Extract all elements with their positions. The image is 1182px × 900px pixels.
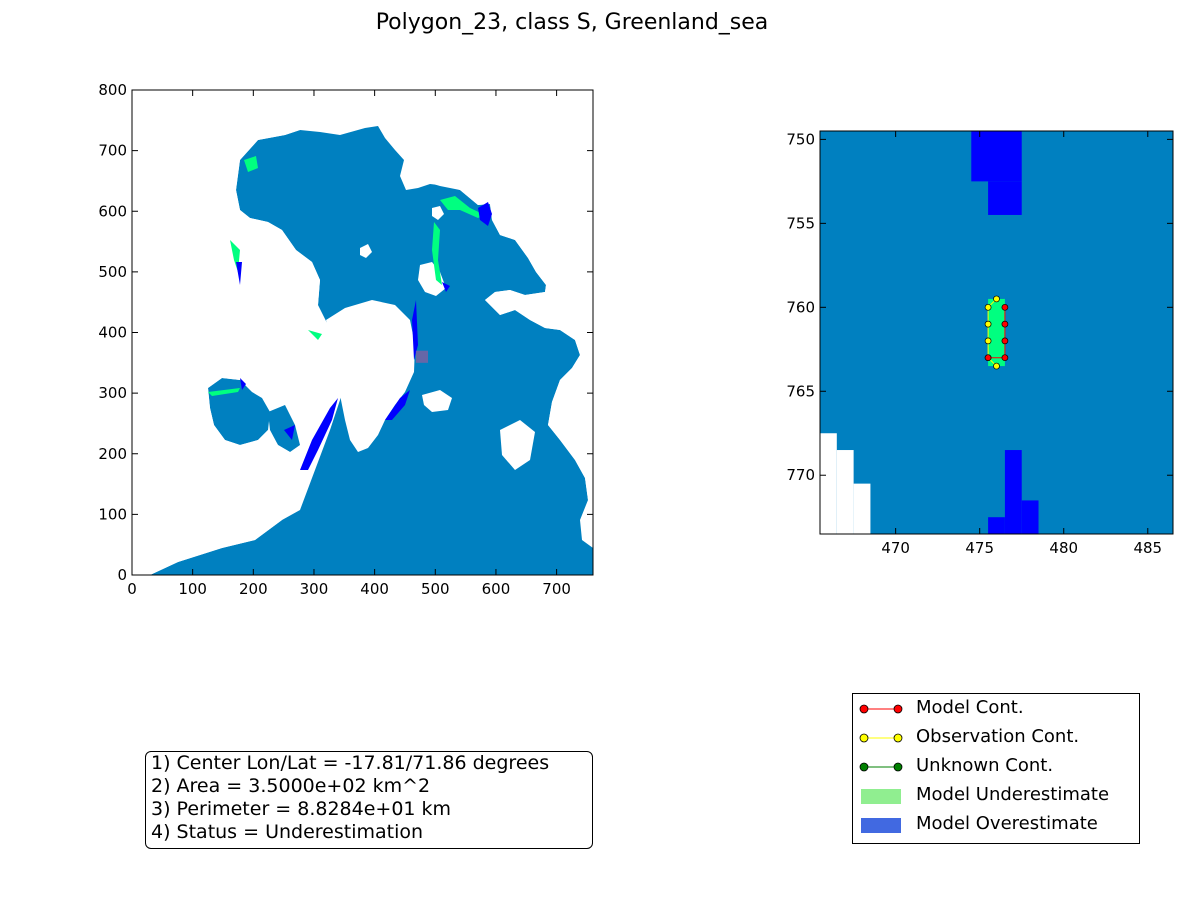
- overview-x-tick-label: 500: [421, 580, 450, 598]
- model-contour-point: [1001, 354, 1009, 362]
- overview-y-tick-label: 800: [98, 81, 127, 99]
- overview-x-tick-label: 200: [239, 580, 268, 598]
- model-contour-point: [1001, 337, 1009, 345]
- legend-item-observation-cont: Observation Cont.: [853, 724, 1139, 752]
- land-svalbard: [418, 262, 446, 296]
- overview-y-tick-label: 300: [98, 384, 127, 402]
- zoom-y-tick-label: 770: [786, 466, 815, 484]
- legend-patch-model-overestimate: [861, 818, 901, 833]
- overview-y-tick-label: 200: [98, 445, 127, 463]
- legend-label-model-overestimate: Model Overestimate: [916, 813, 1098, 834]
- polygon-info-box: 1) Center Lon/Lat = -17.81/71.86 degrees…: [145, 751, 593, 849]
- overview-y-tick-label: 500: [98, 263, 127, 281]
- legend-marker-observation-cont: [859, 733, 903, 743]
- overestimate-cell: [988, 517, 1005, 534]
- zoom-map-axes: 470 475 480 485 750 755 760 765 770: [786, 130, 1174, 557]
- legend-label-unknown-cont: Unknown Cont.: [916, 755, 1054, 776]
- greenland-land: [326, 300, 415, 452]
- overview-y-tick-label: 600: [98, 202, 127, 220]
- highlight-region: [415, 350, 429, 363]
- overview-y-tick-label: 0: [117, 566, 127, 584]
- zoom-x-tick-label: 475: [965, 539, 994, 557]
- legend-label-observation-cont: Observation Cont.: [916, 726, 1080, 747]
- legend-marker-unknown-cont: [859, 762, 903, 772]
- overview-x-tick-label: 300: [300, 580, 329, 598]
- legend-marker-model-cont: [859, 704, 903, 714]
- overview-x-tick-label: 600: [482, 580, 511, 598]
- land-north-america: [132, 90, 320, 575]
- zoom-y-tick-label: 750: [786, 130, 815, 148]
- legend-item-model-cont: Model Cont.: [853, 695, 1139, 723]
- overview-map-image: [132, 90, 593, 575]
- zoom-x-tick-label: 480: [1049, 539, 1078, 557]
- overview-y-tick-label: 400: [98, 324, 127, 342]
- zoom-x-tick-label: 470: [881, 539, 910, 557]
- ocean-channel: [268, 405, 300, 452]
- model-contour-point: [1001, 303, 1009, 311]
- land-cell: [836, 450, 854, 534]
- land-island-2: [432, 206, 444, 220]
- overview-x-tick-label: 0: [127, 580, 137, 598]
- zoom-y-tick-label: 755: [786, 214, 815, 232]
- land-europe-south: [500, 420, 535, 470]
- land-cell: [820, 433, 837, 534]
- zoom-x-tick-label: 485: [1133, 539, 1162, 557]
- overview-map-axes: 0 100 200 300 400 500 600 700 0 100 200 300 400 500 60…: [98, 81, 594, 598]
- observation-contour-point: [984, 303, 992, 311]
- zoom-y-tick-label: 760: [786, 298, 815, 316]
- legend-label-model-underestimate: Model Underestimate: [916, 784, 1110, 805]
- ocean-hudson: [208, 378, 270, 445]
- underestimate-cell: [988, 298, 1005, 367]
- land-small-island: [360, 244, 372, 258]
- overestimate-cell: [971, 131, 1022, 182]
- observation-contour-point: [984, 337, 992, 345]
- overview-map-ticks: 0 100 200 300 400 500 600 700 0 100 200 300 400 500 60…: [98, 81, 593, 598]
- overview-x-tick-label: 100: [178, 580, 207, 598]
- info-perimeter: 3) Perimeter = 8.8284e+01 km: [151, 798, 452, 820]
- info-center: 1) Center Lon/Lat = -17.81/71.86 degrees: [151, 752, 550, 774]
- model-contour-point: [984, 354, 992, 362]
- land-cell: [853, 483, 871, 534]
- overestimate-cell: [1021, 500, 1039, 534]
- figure-title: Polygon_23, class S, Greenland_sea: [376, 10, 769, 35]
- overview-x-tick-label: 400: [360, 580, 389, 598]
- observation-contour-point: [984, 320, 992, 328]
- observation-contour-point: [993, 295, 1000, 303]
- overview-y-tick-label: 100: [98, 505, 127, 523]
- legend-item-model-overestimate: Model Overestimate: [853, 811, 1139, 839]
- zoom-map-ticks: 470 475 480 485 750 755 760 765 770: [786, 130, 1173, 557]
- model-contour-point: [1001, 320, 1009, 328]
- observation-contour-point: [993, 362, 1000, 370]
- legend: Model Cont. Observation Cont. Unknown Co…: [852, 693, 1140, 844]
- info-status: 4) Status = Underestimation: [151, 821, 424, 843]
- land-eurasia: [404, 90, 593, 500]
- legend-patch-model-underestimate: [861, 789, 901, 804]
- overview-x-tick-label: 700: [542, 580, 571, 598]
- overview-y-tick-label: 700: [98, 142, 127, 160]
- land-iceland: [422, 390, 452, 412]
- zoom-map-cells: [820, 131, 1039, 534]
- zoom-map-frame: [819, 130, 1174, 535]
- info-area: 2) Area = 3.5000e+02 km^2: [151, 775, 431, 797]
- legend-item-model-underestimate: Model Underestimate: [853, 782, 1139, 810]
- legend-item-unknown-cont: Unknown Cont.: [853, 753, 1139, 781]
- zoom-y-tick-label: 765: [786, 382, 815, 400]
- overestimate-cell: [1004, 450, 1022, 534]
- legend-label-model-cont: Model Cont.: [916, 697, 1024, 718]
- zoom-map-contours: [984, 295, 1009, 370]
- overestimate-cell: [988, 181, 1022, 215]
